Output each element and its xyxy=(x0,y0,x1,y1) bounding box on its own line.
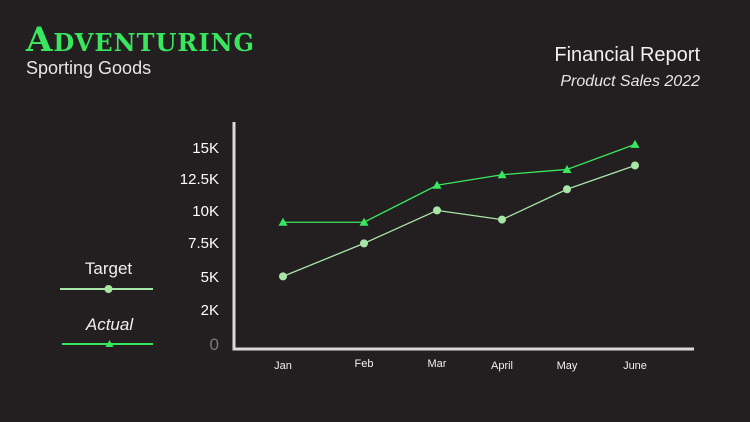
data-point-actual xyxy=(432,180,442,189)
brand-name: Adventuring xyxy=(26,20,256,60)
data-point-target xyxy=(360,239,368,248)
report-header: Financial Report Product Sales 2022 xyxy=(554,44,700,91)
x-axis-ticks: Jan Feb Mar April May June xyxy=(274,358,647,372)
y-tick-label: 7.5K xyxy=(188,235,219,252)
y-tick-label: 15K xyxy=(192,140,219,157)
legend-marker-actual xyxy=(105,340,114,347)
data-point-target xyxy=(279,272,287,281)
chart-axes xyxy=(232,122,694,351)
report-subtitle: Product Sales 2022 xyxy=(560,73,700,90)
series-line-actual xyxy=(283,143,636,223)
x-tick-label: Jan xyxy=(274,360,292,372)
data-point-target xyxy=(631,161,639,170)
x-tick-label: Mar xyxy=(428,358,447,370)
y-tick-label: 10K xyxy=(192,203,219,220)
x-tick-label: June xyxy=(623,360,647,372)
legend-label-actual: Actual xyxy=(85,315,134,334)
data-point-actual xyxy=(497,170,507,179)
y-axis-ticks: 0 2K 5K 7.5K 10K 12.5K 15K xyxy=(180,140,219,354)
y-tick-label: 5K xyxy=(201,269,219,286)
x-tick-label: Feb xyxy=(355,358,374,370)
data-point-actual xyxy=(359,217,369,226)
series-line-target xyxy=(282,164,636,277)
data-point-actual xyxy=(278,217,288,226)
legend-label-target: Target xyxy=(85,259,133,278)
data-point-actual xyxy=(630,139,640,148)
x-tick-label: May xyxy=(557,360,578,372)
y-tick-label: 2K xyxy=(201,302,219,319)
legend-marker-target xyxy=(104,285,113,293)
x-tick-label: April xyxy=(491,360,513,372)
y-tick-label: 12.5K xyxy=(180,171,219,188)
chart-series xyxy=(278,139,640,281)
data-point-target xyxy=(433,206,441,215)
brand: Adventuring Sporting Goods xyxy=(26,22,255,79)
y-tick-label: 0 xyxy=(210,335,219,354)
brand-subtitle: Sporting Goods xyxy=(26,58,152,78)
data-point-actual xyxy=(562,164,572,173)
report-title: Financial Report xyxy=(554,44,700,66)
data-point-target xyxy=(563,185,571,194)
data-point-target xyxy=(498,215,506,224)
chart-legend: Target Actual xyxy=(60,259,153,347)
